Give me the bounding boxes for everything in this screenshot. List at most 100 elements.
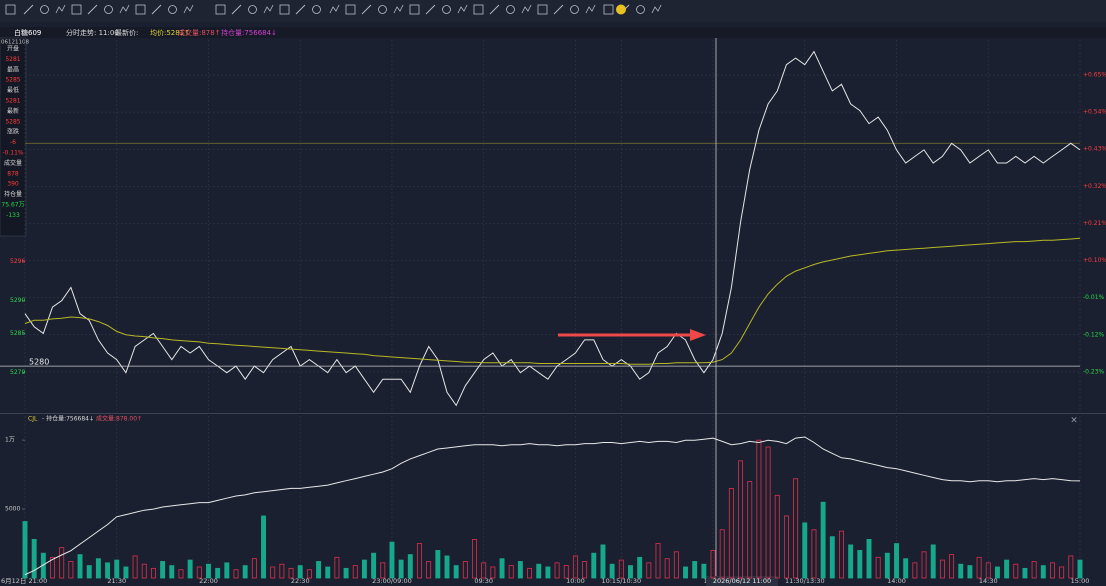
volume-bar xyxy=(426,561,432,579)
volume-bar xyxy=(261,515,266,579)
volume-bar xyxy=(417,543,422,579)
legend-entry: 成交量:878.00↑ xyxy=(96,415,142,423)
toolbar-icon[interactable] xyxy=(651,4,662,14)
toolbar-icon[interactable] xyxy=(442,5,451,14)
toolbar-icon[interactable] xyxy=(71,4,82,15)
toolbar-icon[interactable] xyxy=(119,4,130,14)
toolbar-icon[interactable] xyxy=(457,4,468,14)
toolbar-icon[interactable] xyxy=(231,4,242,15)
toolbar-icon[interactable] xyxy=(329,4,340,14)
toolbar-icon[interactable] xyxy=(295,4,306,15)
toolbar-icon[interactable] xyxy=(473,4,484,15)
header-bar xyxy=(0,27,1106,38)
toolbar-icon[interactable] xyxy=(585,4,596,14)
volume-bar xyxy=(600,544,606,579)
volume-bar xyxy=(288,567,294,579)
volume-bar xyxy=(783,515,789,579)
volume-bar xyxy=(22,521,28,579)
volume-bar xyxy=(279,563,285,579)
toolbar-icon[interactable] xyxy=(393,4,404,14)
volume-bar xyxy=(692,561,698,579)
volume-bar xyxy=(325,566,331,579)
info-label: 最低 xyxy=(7,86,19,94)
toolbar-icon[interactable] xyxy=(248,5,257,14)
volume-bar xyxy=(875,556,881,579)
volume-bar xyxy=(1068,555,1074,579)
info-value: 390 xyxy=(7,181,19,188)
toolbar-icon[interactable] xyxy=(104,5,113,14)
toolbar-icon[interactable] xyxy=(23,4,34,15)
icon-shape xyxy=(521,4,532,14)
volume-bar xyxy=(811,529,817,579)
close-button[interactable]: × xyxy=(1070,416,1078,426)
icon-shape xyxy=(473,4,484,15)
volume-bar xyxy=(95,558,101,579)
volume-bar xyxy=(444,555,450,579)
toolbar-icon[interactable] xyxy=(553,4,564,15)
volume-bar xyxy=(728,488,734,579)
info-time: 06121108 xyxy=(1,40,29,46)
volume-bar xyxy=(77,554,83,579)
toolbar-icon[interactable] xyxy=(168,5,177,14)
x-tick-label: 23:00/09:00 xyxy=(372,577,412,585)
toolbar-icon[interactable] xyxy=(361,4,372,15)
toolbar-icon[interactable] xyxy=(135,4,146,15)
volume-bar xyxy=(31,539,37,579)
toolbar-icon[interactable] xyxy=(616,4,626,15)
toolbar-icon[interactable] xyxy=(537,4,548,15)
toolbar-icon[interactable] xyxy=(409,4,420,15)
toolbar-icon[interactable] xyxy=(345,4,356,15)
toolbar-icon[interactable] xyxy=(521,4,532,14)
toolbar-icon[interactable] xyxy=(489,4,500,15)
toolbar-icon[interactable] xyxy=(87,4,98,15)
toolbar-icon[interactable] xyxy=(55,4,66,14)
volume-bar xyxy=(453,565,459,579)
icon-shape xyxy=(489,4,500,15)
volume-bar xyxy=(884,552,890,579)
volume-bar xyxy=(921,551,927,579)
toolbar-icon[interactable] xyxy=(151,4,162,15)
x-tick-label: 10:15/10:30 xyxy=(601,577,641,585)
volume-bar xyxy=(582,561,588,579)
arrow-head xyxy=(690,329,706,341)
volume-bar xyxy=(1013,563,1019,579)
volume-bar xyxy=(86,565,92,579)
cursor-price-label: 5280 xyxy=(29,358,49,367)
toolbar-icon[interactable] xyxy=(425,4,436,15)
legend-entry: CJL xyxy=(28,416,38,423)
toolbar-icon[interactable] xyxy=(279,4,290,15)
volume-bar xyxy=(719,529,725,579)
volume-bar xyxy=(554,562,560,579)
toolbar-icon[interactable] xyxy=(378,5,387,14)
info-value: -133 xyxy=(6,212,20,219)
volume-bar xyxy=(765,446,771,579)
toolbar-icon[interactable] xyxy=(40,5,49,14)
toolbar-icon[interactable] xyxy=(570,5,579,14)
volume-bar xyxy=(380,562,386,579)
icon-shape xyxy=(263,4,274,14)
toolbar-icon[interactable] xyxy=(636,5,645,14)
icon-shape xyxy=(442,5,451,14)
volume-bar xyxy=(1040,565,1046,579)
x-tick-label: 14:00 xyxy=(887,577,906,585)
x-tick-label: 09:30 xyxy=(474,577,493,585)
y-tick-label: 5290 xyxy=(10,297,25,304)
volume-bar xyxy=(1004,559,1010,579)
toolbar xyxy=(0,0,1106,22)
volume-bar xyxy=(939,559,945,579)
toolbar-icon[interactable] xyxy=(506,5,515,14)
toolbar-icon[interactable] xyxy=(183,4,194,14)
volume-bar xyxy=(114,559,120,579)
toolbar-icon[interactable] xyxy=(5,4,16,15)
volume-bar xyxy=(673,551,679,579)
volume-bar xyxy=(802,522,808,579)
info-label: 最新 xyxy=(7,107,19,115)
toolbar-icon[interactable] xyxy=(312,5,321,14)
volume-bar xyxy=(462,561,468,579)
toolbar-icon[interactable] xyxy=(603,4,614,15)
toolbar-icon[interactable] xyxy=(263,4,274,14)
y2-tick-label: +0.10% xyxy=(1083,257,1106,264)
info-value: 5285 xyxy=(5,77,20,84)
volume-bar xyxy=(958,563,964,579)
toolbar-icon[interactable] xyxy=(215,4,226,15)
